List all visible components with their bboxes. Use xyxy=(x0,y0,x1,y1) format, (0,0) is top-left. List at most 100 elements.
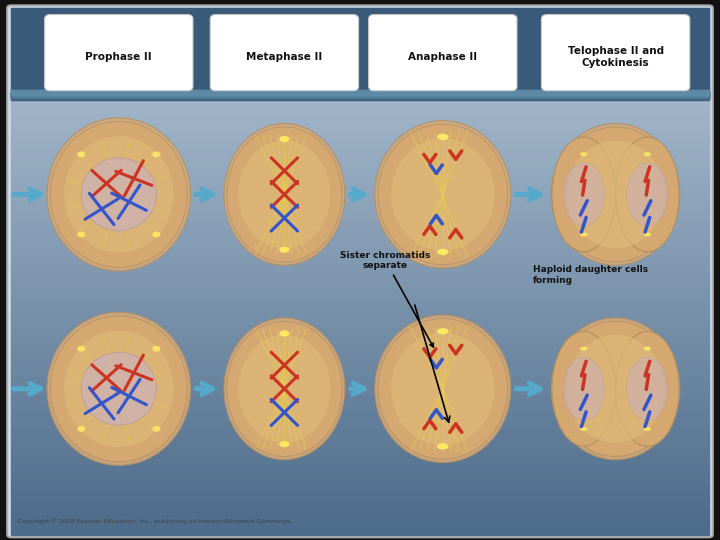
Bar xyxy=(11,429,709,438)
Ellipse shape xyxy=(644,427,651,431)
FancyBboxPatch shape xyxy=(541,15,690,91)
Ellipse shape xyxy=(153,151,161,157)
Ellipse shape xyxy=(50,122,187,267)
FancyBboxPatch shape xyxy=(369,15,517,91)
Bar xyxy=(11,341,709,350)
Ellipse shape xyxy=(378,124,508,265)
Bar xyxy=(11,237,709,245)
Bar xyxy=(11,333,709,342)
Bar xyxy=(11,227,709,237)
Text: Prophase II: Prophase II xyxy=(86,52,152,62)
Ellipse shape xyxy=(626,357,668,420)
Ellipse shape xyxy=(77,426,85,432)
Bar xyxy=(11,210,709,219)
Ellipse shape xyxy=(153,232,161,238)
Bar xyxy=(11,61,709,70)
Bar xyxy=(11,35,709,43)
Bar xyxy=(11,96,709,105)
Ellipse shape xyxy=(580,427,588,431)
Bar xyxy=(11,8,709,94)
Ellipse shape xyxy=(238,140,330,248)
Bar xyxy=(11,359,709,368)
Bar xyxy=(11,113,709,122)
Bar xyxy=(11,262,709,271)
Bar xyxy=(11,192,709,201)
Bar xyxy=(11,438,709,447)
Ellipse shape xyxy=(552,137,616,252)
Ellipse shape xyxy=(279,441,289,447)
Ellipse shape xyxy=(374,120,511,268)
Bar xyxy=(11,94,709,100)
Bar xyxy=(11,350,709,359)
Ellipse shape xyxy=(279,247,289,253)
Bar xyxy=(11,473,709,482)
Ellipse shape xyxy=(64,136,174,253)
Bar xyxy=(11,500,709,508)
Ellipse shape xyxy=(378,319,508,459)
Bar xyxy=(11,254,709,262)
Bar xyxy=(11,289,709,298)
Ellipse shape xyxy=(437,249,449,255)
Bar xyxy=(11,394,709,403)
Bar xyxy=(11,91,709,97)
Bar xyxy=(11,386,709,394)
Bar xyxy=(11,456,709,464)
Bar xyxy=(11,421,709,429)
Bar xyxy=(11,411,709,421)
Ellipse shape xyxy=(47,118,191,271)
FancyBboxPatch shape xyxy=(210,15,359,91)
Ellipse shape xyxy=(580,233,588,237)
Text: Haploid daughter cells
forming: Haploid daughter cells forming xyxy=(533,265,648,286)
Ellipse shape xyxy=(616,137,679,252)
Bar xyxy=(11,306,709,315)
Bar xyxy=(11,482,709,491)
Ellipse shape xyxy=(238,335,330,443)
Bar xyxy=(11,26,709,35)
Bar xyxy=(11,464,709,473)
Bar xyxy=(11,131,709,140)
Ellipse shape xyxy=(153,346,161,352)
Ellipse shape xyxy=(391,333,495,445)
Bar xyxy=(11,245,709,254)
Ellipse shape xyxy=(227,321,342,456)
Ellipse shape xyxy=(153,426,161,432)
Bar xyxy=(11,315,709,324)
Bar xyxy=(11,93,709,98)
Ellipse shape xyxy=(626,163,668,226)
Ellipse shape xyxy=(437,443,449,449)
Ellipse shape xyxy=(563,357,605,420)
Ellipse shape xyxy=(567,140,665,248)
Ellipse shape xyxy=(77,346,85,352)
Bar xyxy=(11,92,709,98)
Bar xyxy=(11,377,709,386)
Ellipse shape xyxy=(227,127,342,262)
Ellipse shape xyxy=(580,152,588,156)
Bar xyxy=(11,324,709,333)
Bar xyxy=(11,70,709,78)
Bar xyxy=(11,166,709,175)
Ellipse shape xyxy=(224,124,345,265)
Ellipse shape xyxy=(580,347,588,350)
Ellipse shape xyxy=(567,335,665,443)
Bar xyxy=(11,43,709,52)
Bar xyxy=(11,52,709,60)
Bar xyxy=(11,280,709,289)
Bar xyxy=(11,184,709,192)
Bar xyxy=(11,122,709,131)
Text: Metaphase II: Metaphase II xyxy=(246,52,323,62)
Bar xyxy=(11,219,709,227)
Ellipse shape xyxy=(616,332,679,446)
Bar xyxy=(11,140,709,149)
Ellipse shape xyxy=(552,318,680,460)
Ellipse shape xyxy=(224,318,345,460)
FancyBboxPatch shape xyxy=(45,15,193,91)
Ellipse shape xyxy=(554,321,677,456)
Ellipse shape xyxy=(77,232,85,238)
Ellipse shape xyxy=(437,134,449,140)
Bar xyxy=(11,8,709,17)
Text: Sister chromatids
separate: Sister chromatids separate xyxy=(340,251,433,347)
Bar xyxy=(11,447,709,456)
Ellipse shape xyxy=(437,328,449,334)
Bar xyxy=(11,271,709,280)
Bar xyxy=(11,91,709,96)
